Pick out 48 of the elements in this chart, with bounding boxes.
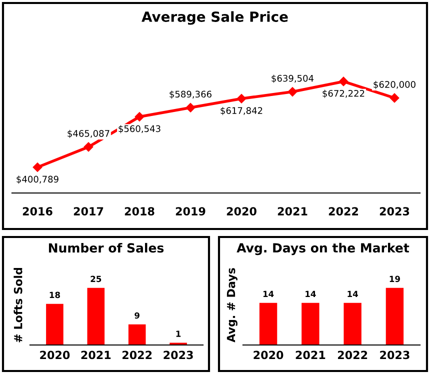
- x-tick-label: 2017: [74, 207, 104, 216]
- x-tick-label: 2022: [328, 207, 358, 216]
- data-label: $617,842: [220, 106, 262, 116]
- bar: [87, 288, 105, 345]
- data-label: $560,543: [118, 125, 160, 134]
- data-label: 14: [263, 290, 274, 297]
- chart-title: Avg. Days on the Market: [236, 242, 410, 256]
- x-tick-label: 2023: [380, 207, 410, 216]
- x-tick-label: 2021: [81, 350, 111, 360]
- data-label: 18: [50, 292, 60, 298]
- chart-title: Number of Sales: [48, 242, 164, 253]
- x-tick-label: 2020: [40, 350, 70, 360]
- x-tick-label: 2021: [296, 350, 326, 360]
- point: [338, 76, 348, 86]
- point: [390, 93, 400, 103]
- data-label: 14: [306, 290, 316, 297]
- y-axis-title: # Lofts Sold: [14, 268, 22, 342]
- data-label: $639,504: [272, 74, 314, 83]
- data-label: 9: [134, 312, 140, 319]
- data-label: 14: [348, 290, 358, 297]
- point: [186, 103, 196, 112]
- point: [32, 162, 42, 172]
- bar: [46, 304, 64, 345]
- x-tick-label: 2019: [176, 207, 206, 216]
- x-tick-label: 2020: [254, 350, 284, 360]
- x-tick-label: 2022: [338, 350, 368, 360]
- chart-title: Average Sale Price: [142, 11, 288, 25]
- point: [236, 94, 246, 104]
- x-tick-label: 2020: [226, 207, 256, 216]
- point: [288, 87, 298, 96]
- data-label: 19: [390, 276, 400, 282]
- data-label: 1: [176, 330, 181, 337]
- data-label: 25: [90, 276, 102, 282]
- point: [84, 142, 94, 152]
- x-tick-label: 2023: [164, 350, 193, 360]
- bar: [128, 324, 146, 345]
- data-label: $672,222: [322, 90, 364, 98]
- data-label: $400,789: [16, 176, 58, 184]
- data-label: $589,366: [170, 90, 212, 99]
- point: [134, 112, 144, 122]
- x-tick-label: 2023: [380, 350, 410, 360]
- y-axis-title: Avg. # Days: [226, 268, 238, 342]
- x-tick-label: 2022: [122, 350, 152, 360]
- x-tick-label: 2021: [278, 207, 308, 216]
- data-label: $620,000: [374, 80, 416, 90]
- x-tick-label: 2018: [124, 207, 154, 216]
- data-label: $465,087: [68, 130, 110, 138]
- x-tick-label: 2016: [22, 207, 52, 216]
